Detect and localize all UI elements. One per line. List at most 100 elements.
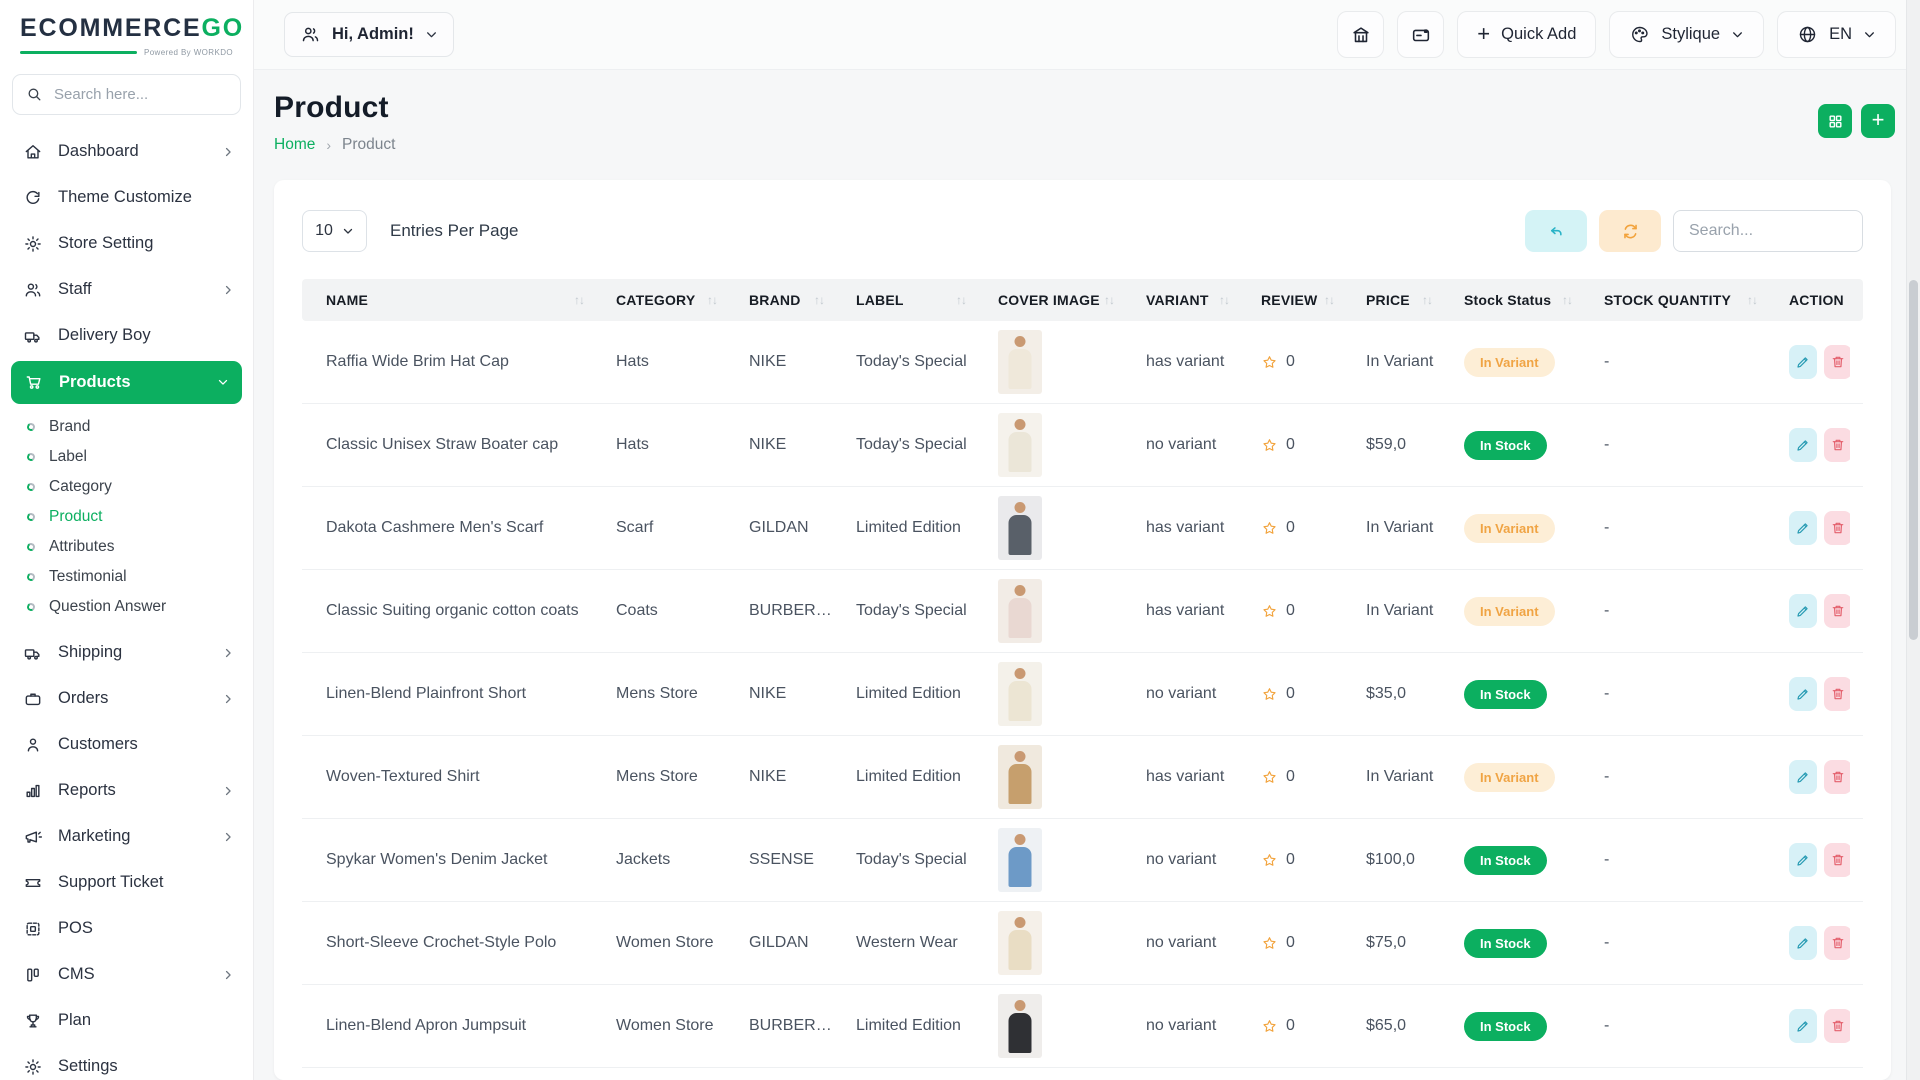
edit-button[interactable] [1789, 760, 1817, 794]
sidebar-item-support-ticket[interactable]: Support Ticket [0, 860, 253, 906]
sidebar-item-reports[interactable]: Reports [0, 768, 253, 814]
grid-view-button[interactable] [1818, 104, 1852, 138]
column-header-name[interactable]: NAME ↑↓ [326, 292, 585, 308]
column-header-stock-status[interactable]: Stock Status ↑↓ [1464, 292, 1573, 308]
delete-button[interactable] [1824, 428, 1850, 462]
sidebar-item-theme-customize[interactable]: Theme Customize [0, 175, 253, 221]
sort-icon[interactable]: ↑↓ [1104, 293, 1115, 307]
store-selector[interactable]: Stylique [1609, 11, 1765, 58]
sort-icon[interactable]: ↑↓ [1219, 293, 1230, 307]
edit-button[interactable] [1789, 594, 1817, 628]
cell-brand: NIKE [749, 768, 787, 785]
page-scrollbar[interactable] [1906, 0, 1920, 1080]
cell-label: Today's Special [856, 602, 967, 619]
submenu-item-attributes[interactable]: Attributes [0, 532, 253, 562]
breadcrumb-home-link[interactable]: Home [274, 136, 316, 153]
delete-button[interactable] [1824, 594, 1850, 628]
sidebar-item-marketing[interactable]: Marketing [0, 814, 253, 860]
sort-icon[interactable]: ↑↓ [574, 293, 585, 307]
column-header-stock-quantity[interactable]: STOCK QUANTITY ↑↓ [1604, 292, 1758, 308]
pencil-icon [1797, 440, 1808, 451]
delete-button[interactable] [1824, 345, 1850, 379]
undo-button[interactable] [1525, 210, 1587, 252]
scrollbar-thumb[interactable] [1909, 280, 1918, 640]
sidebar-item-store-setting[interactable]: Store Setting [0, 221, 253, 267]
delete-button[interactable] [1824, 760, 1850, 794]
edit-button[interactable] [1789, 428, 1817, 462]
column-header-category[interactable]: CATEGORY ↑↓ [616, 292, 718, 308]
sidebar-item-settings[interactable]: Settings [0, 1044, 253, 1080]
sort-icon[interactable]: ↑↓ [1324, 293, 1335, 307]
submenu-item-question-answer[interactable]: Question Answer [0, 592, 253, 622]
entries-per-page-select[interactable]: 10 [302, 210, 367, 252]
edit-button[interactable] [1789, 677, 1817, 711]
chevron-right-icon [221, 283, 235, 297]
sidebar-item-delivery-boy[interactable]: Delivery Boy [0, 313, 253, 359]
mail-button[interactable] [1397, 11, 1445, 58]
edit-button[interactable] [1789, 511, 1817, 545]
home-icon [25, 144, 41, 159]
sidebar-item-customers[interactable]: Customers [0, 722, 253, 768]
submenu-item-product[interactable]: Product [0, 502, 253, 532]
sidebar-search-input[interactable] [52, 84, 227, 104]
submenu-item-label[interactable]: Label [0, 442, 253, 472]
user-menu-button[interactable]: Hi, Admin! [284, 12, 454, 57]
add-product-button[interactable]: + [1861, 104, 1895, 138]
sort-icon[interactable]: ↑↓ [956, 293, 967, 307]
app-logo[interactable]: ECOMMERCEGO Powered By WORKDO [0, 0, 253, 57]
sort-icon[interactable]: ↑↓ [814, 293, 825, 307]
sidebar-item-orders[interactable]: Orders [0, 676, 253, 722]
delete-button[interactable] [1824, 511, 1850, 545]
cell-action [1765, 677, 1850, 711]
sort-icon[interactable]: ↑↓ [1562, 293, 1573, 307]
storefront-button[interactable] [1337, 11, 1385, 58]
review-count: 0 [1286, 768, 1295, 785]
sidebar-item-dashboard[interactable]: Dashboard [0, 129, 253, 175]
delete-button[interactable] [1824, 1009, 1850, 1043]
sidebar-item-shipping[interactable]: Shipping [0, 630, 253, 676]
column-header-variant[interactable]: VARIANT ↑↓ [1146, 292, 1230, 308]
column-header-brand[interactable]: BRAND ↑↓ [749, 292, 825, 308]
sort-icon[interactable]: ↑↓ [1747, 293, 1758, 307]
chevron-right-icon [225, 786, 231, 795]
trash-icon [1830, 852, 1846, 868]
sidebar-search [12, 73, 241, 115]
delete-button[interactable] [1824, 843, 1850, 877]
pencil-icon [1795, 1018, 1811, 1034]
refresh-button[interactable] [1599, 210, 1661, 252]
edit-button[interactable] [1789, 926, 1817, 960]
column-header-cover-image[interactable]: COVER IMAGE ↑↓ [998, 292, 1115, 308]
sort-icon[interactable]: ↑↓ [1422, 293, 1433, 307]
cell-price: $65,0 [1366, 1017, 1407, 1034]
submenu-item-testimonial[interactable]: Testimonial [0, 562, 253, 592]
sidebar-item-cms[interactable]: CMS [0, 952, 253, 998]
sidebar-item-plan[interactable]: Plan [0, 998, 253, 1044]
column-header-price[interactable]: PRICE ↑↓ [1366, 292, 1433, 308]
pencil-icon [1797, 606, 1808, 617]
delete-button[interactable] [1824, 926, 1850, 960]
quick-add-button[interactable]: + Quick Add [1457, 11, 1597, 58]
edit-button[interactable] [1789, 1009, 1817, 1043]
trash-icon [1830, 769, 1846, 785]
review-count: 0 [1286, 1017, 1295, 1034]
submenu-item-category[interactable]: Category [0, 472, 253, 502]
language-selector[interactable]: EN [1777, 11, 1896, 58]
stock-status-badge: In Stock [1464, 1011, 1547, 1041]
column-header-review[interactable]: REVIEW ↑↓ [1261, 292, 1335, 308]
star-icon [1261, 769, 1278, 786]
column-header-label[interactable]: LABEL ↑↓ [856, 292, 967, 308]
edit-button[interactable] [1789, 345, 1817, 379]
stock-status-badge: In Stock [1464, 679, 1547, 709]
table-search-input[interactable] [1673, 210, 1863, 252]
star-icon [1263, 936, 1276, 949]
edit-button[interactable] [1789, 843, 1817, 877]
sidebar-item-pos[interactable]: POS [0, 906, 253, 952]
sidebar-item-products[interactable]: Products [11, 360, 242, 404]
cms-icon [27, 967, 39, 982]
submenu-item-label: Testimonial [49, 567, 127, 585]
sort-icon[interactable]: ↑↓ [707, 293, 718, 307]
submenu-item-brand[interactable]: Brand [0, 412, 253, 442]
delete-button[interactable] [1824, 677, 1850, 711]
cell-stock-quantity: - [1604, 519, 1610, 536]
sidebar-item-staff[interactable]: Staff [0, 267, 253, 313]
